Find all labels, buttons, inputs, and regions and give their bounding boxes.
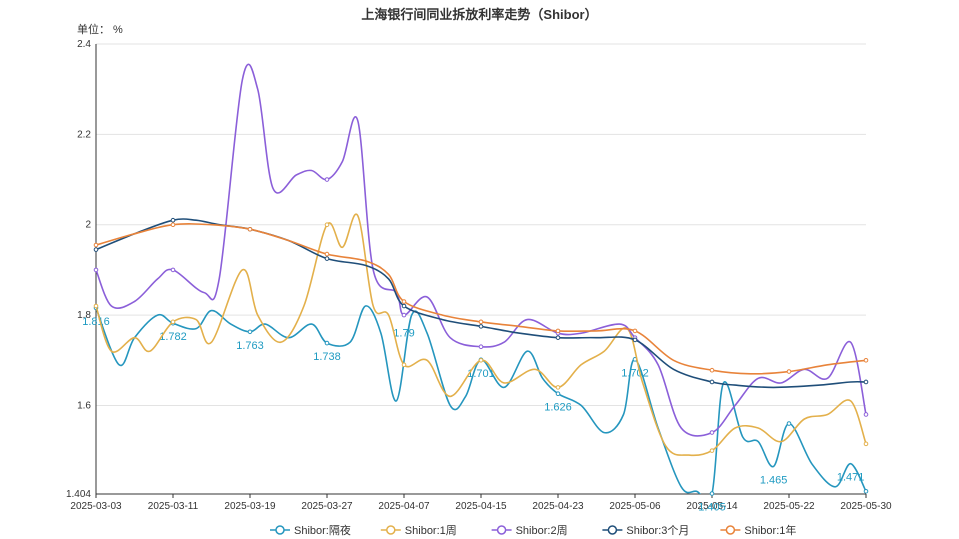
data-point bbox=[324, 222, 330, 228]
legend-marker-2 bbox=[496, 525, 507, 535]
data-point bbox=[863, 488, 869, 494]
data-point bbox=[324, 340, 330, 346]
x-tick-label: 2025-04-15 bbox=[455, 501, 507, 512]
data-label: 1.738 bbox=[313, 351, 341, 363]
x-tick-label: 2025-03-27 bbox=[301, 501, 353, 512]
y-tick-label: 2.2 bbox=[77, 129, 91, 140]
data-point bbox=[324, 251, 330, 257]
data-point bbox=[247, 226, 253, 232]
legend-marker-4 bbox=[725, 525, 736, 535]
data-point bbox=[170, 222, 176, 228]
series-line-1 bbox=[96, 213, 867, 457]
legend-label-3: Shibor:3个月 bbox=[626, 524, 689, 537]
x-tick-label: 2025-05-06 bbox=[609, 501, 661, 512]
data-point bbox=[478, 319, 484, 325]
series-line-2 bbox=[96, 63, 867, 437]
data-point bbox=[786, 369, 792, 374]
data-point bbox=[709, 367, 715, 373]
data-point bbox=[632, 337, 638, 343]
data-point bbox=[93, 267, 99, 273]
data-point bbox=[170, 319, 176, 325]
y-tick-label: 1.6 bbox=[77, 400, 91, 411]
data-point bbox=[709, 448, 715, 453]
data-point bbox=[863, 379, 869, 385]
y-tick-label: 1.404 bbox=[66, 489, 91, 500]
data-label: 1.702 bbox=[621, 367, 649, 379]
data-label: 1.405 bbox=[698, 502, 726, 514]
data-label: 1.816 bbox=[82, 316, 110, 328]
legend-label-0: Shibor:隔夜 bbox=[294, 523, 351, 537]
x-tick-label: 2025-05-30 bbox=[840, 501, 892, 512]
data-point bbox=[709, 491, 715, 496]
data-point bbox=[93, 247, 99, 252]
data-label: 1.471 bbox=[837, 472, 865, 484]
data-label: 1.79 bbox=[393, 328, 414, 340]
data-point bbox=[93, 303, 99, 309]
legend-marker-3 bbox=[607, 525, 618, 535]
data-point bbox=[401, 299, 407, 304]
data-point bbox=[555, 335, 561, 340]
x-tick-label: 2025-03-03 bbox=[70, 501, 122, 512]
data-point bbox=[555, 328, 561, 334]
legend-marker-1 bbox=[386, 525, 396, 535]
x-tick-label: 2025-05-22 bbox=[763, 501, 815, 512]
data-point bbox=[247, 329, 253, 335]
legend-marker-0 bbox=[275, 525, 285, 535]
data-point bbox=[324, 256, 330, 261]
data-point bbox=[555, 391, 561, 396]
legend-label-4: Shibor:1年 bbox=[744, 523, 796, 537]
data-point bbox=[401, 362, 407, 368]
data-point bbox=[170, 217, 176, 223]
x-tick-label: 2025-04-07 bbox=[378, 501, 430, 512]
data-point bbox=[401, 312, 407, 318]
data-point bbox=[478, 344, 484, 350]
legend-label-2: Shibor:2周 bbox=[516, 524, 568, 537]
data-point bbox=[401, 303, 407, 309]
series-line-4 bbox=[96, 223, 867, 375]
data-label: 1.782 bbox=[159, 331, 187, 343]
x-tick-label: 2025-05-14 bbox=[686, 501, 738, 512]
data-point bbox=[709, 430, 715, 435]
data-point bbox=[632, 328, 638, 334]
data-point bbox=[324, 177, 330, 182]
legend-label-1: Shibor:1周 bbox=[405, 524, 457, 537]
y-tick-label: 2.4 bbox=[77, 39, 91, 50]
data-point bbox=[93, 242, 99, 248]
x-tick-label: 2025-04-23 bbox=[532, 501, 584, 512]
data-point bbox=[786, 421, 792, 426]
data-point bbox=[863, 441, 869, 447]
x-tick-label: 2025-03-19 bbox=[224, 501, 276, 512]
data-point bbox=[863, 357, 869, 363]
x-tick-label: 2025-03-11 bbox=[148, 501, 199, 512]
data-label: 1.763 bbox=[236, 340, 264, 352]
data-point bbox=[478, 357, 484, 363]
y-tick-label: 1.8 bbox=[77, 310, 91, 321]
data-point bbox=[863, 412, 869, 417]
series-line-0 bbox=[96, 305, 867, 494]
y-tick-label: 2 bbox=[85, 220, 91, 231]
data-label: 1.701 bbox=[467, 368, 495, 380]
data-point bbox=[478, 324, 484, 329]
data-point bbox=[170, 267, 176, 273]
unit-label: 单位： % bbox=[77, 24, 123, 36]
data-label: 1.465 bbox=[760, 474, 788, 486]
data-label: 1.626 bbox=[544, 402, 572, 414]
data-point bbox=[709, 379, 715, 385]
chart-title: 上海银行间同业拆放利率走势（Shibor） bbox=[361, 7, 598, 22]
data-point bbox=[555, 385, 561, 390]
